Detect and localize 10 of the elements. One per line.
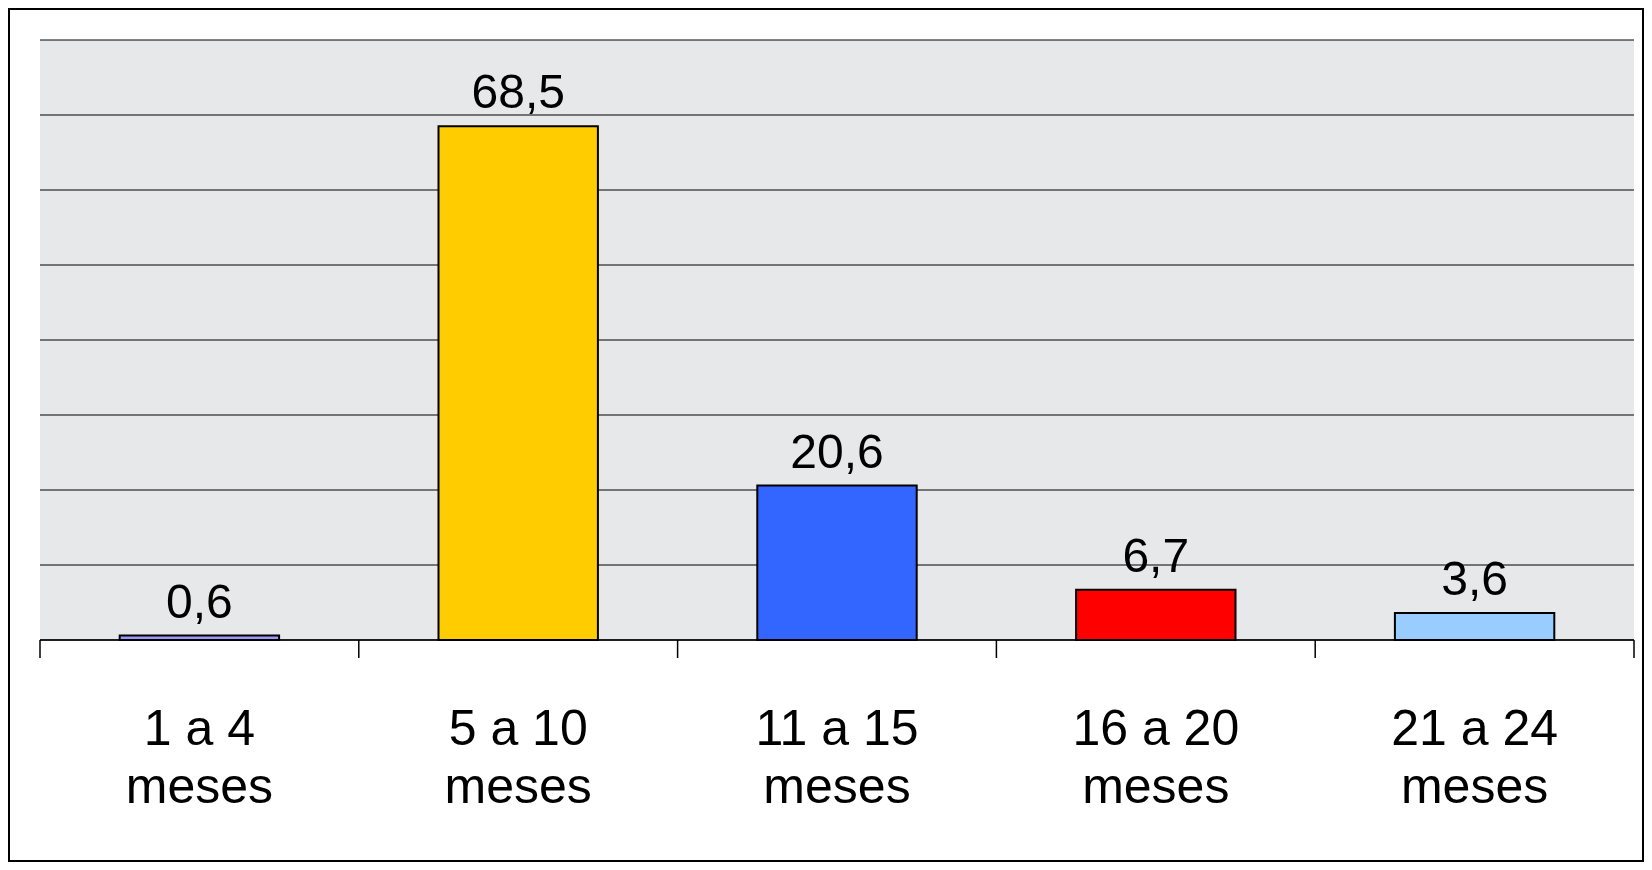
x-tick-label: 21 a 24 meses: [1391, 700, 1559, 814]
x-tick-label: 11 a 15 meses: [755, 700, 919, 814]
data-label: 20,6: [790, 424, 884, 478]
data-label: 0,6: [166, 574, 233, 628]
data-label: 68,5: [471, 65, 565, 119]
data-label: 3,6: [1441, 552, 1508, 605]
x-tick-label: 1 a 4 meses: [125, 700, 274, 814]
x-tick-label: 5 a 10 meses: [444, 700, 592, 814]
data-label: 6,7: [1122, 528, 1190, 582]
x-tick-label: 16 a 20 meses: [1072, 700, 1240, 814]
